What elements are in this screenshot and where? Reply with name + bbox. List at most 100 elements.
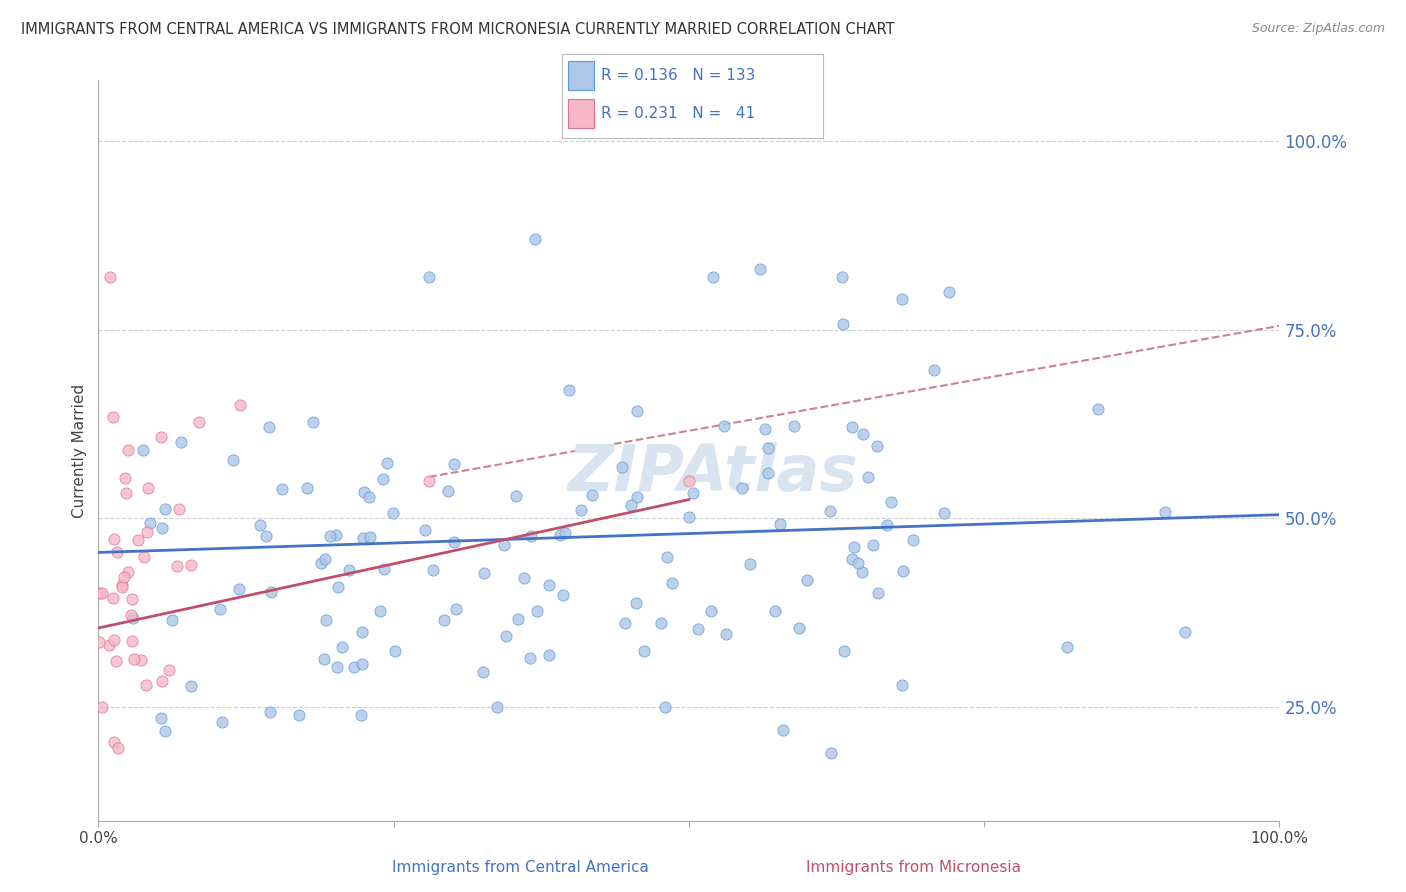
Point (117, 566, 139, 580)
Point (624, 596, 647, 610)
Point (422, 563, 444, 577)
Point (620, 498, 643, 512)
Point (309, 556, 332, 570)
Point (472, 665, 495, 680)
Point (581, 488, 603, 502)
Point (880, 495, 903, 509)
Point (754, 422, 776, 436)
Point (259, 705, 281, 719)
Point (1154, 505, 1177, 519)
Bar (568, 62, 593, 90)
Point (122, 610, 145, 624)
Point (135, 678, 157, 692)
Point (382, 506, 405, 520)
Point (650, 616, 672, 631)
Point (418, 474, 440, 488)
Point (626, 404, 648, 418)
Point (132, 443, 155, 458)
Point (901, 533, 924, 547)
Point (127, 533, 149, 548)
Point (832, 644, 855, 658)
Point (129, 653, 152, 667)
Point (748, 262, 770, 277)
Point (112, 570, 135, 584)
Point (101, 591, 124, 606)
Point (1174, 624, 1197, 639)
Point (150, 430, 173, 444)
Point (302, 415, 325, 429)
Point (495, 629, 517, 643)
Point (98, 269, 121, 284)
Point (260, 584, 283, 599)
Bar (568, 99, 593, 128)
Point (868, 586, 890, 600)
Point (384, 644, 406, 658)
Point (787, 622, 810, 636)
Point (626, 490, 648, 504)
Point (229, 398, 252, 412)
Point (557, 383, 579, 397)
Point (134, 550, 156, 565)
Point (318, 529, 340, 543)
Point (713, 419, 735, 434)
Point (554, 526, 576, 541)
Point (682, 485, 704, 500)
Point (862, 538, 884, 552)
Point (418, 269, 440, 284)
Point (111, 578, 134, 592)
Point (1056, 640, 1078, 654)
Point (443, 534, 465, 549)
Point (314, 552, 336, 566)
Point (890, 678, 912, 692)
Point (315, 613, 337, 627)
Point (613, 616, 636, 631)
Point (222, 452, 245, 467)
Point (153, 724, 176, 739)
Point (105, 544, 128, 558)
Point (714, 627, 737, 641)
Text: ZIPAtlas: ZIPAtlas (567, 442, 858, 504)
Point (337, 563, 360, 577)
Point (103, 532, 125, 546)
Point (157, 663, 180, 677)
Point (254, 529, 277, 543)
Point (846, 556, 869, 570)
Point (357, 490, 380, 504)
Point (772, 723, 794, 737)
Point (890, 293, 912, 307)
Point (756, 467, 779, 481)
Point (433, 613, 456, 627)
Point (121, 592, 143, 607)
Point (769, 517, 792, 532)
Point (188, 415, 211, 429)
Point (548, 528, 571, 542)
Point (851, 566, 873, 580)
Point (524, 232, 547, 246)
Point (288, 708, 311, 723)
Point (938, 285, 960, 299)
Point (538, 648, 561, 663)
Point (312, 652, 335, 666)
Point (368, 604, 391, 618)
Point (413, 524, 436, 538)
Point (228, 582, 250, 596)
Point (520, 529, 543, 543)
Point (494, 538, 516, 552)
Point (891, 564, 914, 578)
Point (932, 506, 955, 520)
Point (472, 566, 495, 580)
Point (831, 317, 853, 331)
Point (150, 674, 173, 689)
Point (678, 474, 700, 488)
Point (486, 699, 509, 714)
Point (373, 562, 395, 576)
Text: Immigrants from Micronesia: Immigrants from Micronesia (807, 861, 1021, 875)
Point (111, 580, 134, 594)
Point (678, 509, 700, 524)
Text: Immigrants from Central America: Immigrants from Central America (392, 861, 648, 875)
Point (551, 588, 574, 602)
Point (831, 269, 853, 284)
Point (211, 714, 233, 729)
Point (508, 613, 530, 627)
Point (120, 607, 142, 622)
